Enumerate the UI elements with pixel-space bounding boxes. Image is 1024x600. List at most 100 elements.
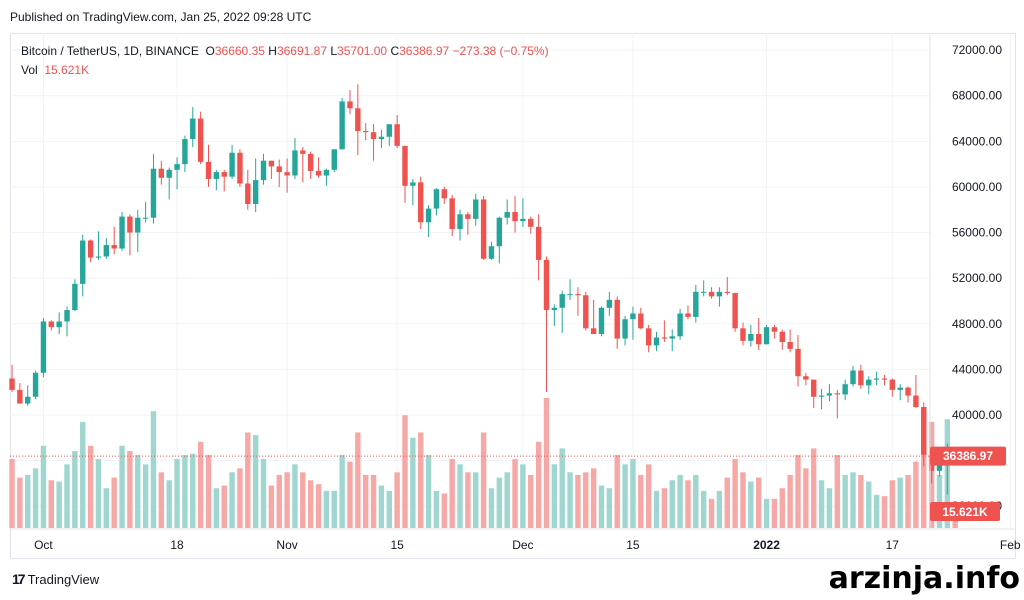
candle-body[interactable] (284, 172, 290, 176)
candle-body[interactable] (9, 378, 15, 390)
candle-body[interactable] (826, 393, 833, 396)
candle-body[interactable] (622, 319, 628, 339)
candle-body[interactable] (551, 307, 558, 311)
candle-body[interactable] (166, 169, 172, 178)
candle-body[interactable] (237, 152, 243, 184)
candle-body[interactable] (842, 384, 848, 395)
candle-body[interactable] (480, 199, 487, 259)
candle-body[interactable] (787, 342, 793, 349)
candle-body[interactable] (763, 327, 770, 345)
candle-body[interactable] (182, 139, 188, 165)
candle-body[interactable] (378, 136, 385, 140)
candle-body[interactable] (913, 395, 919, 407)
candle-body[interactable] (740, 328, 746, 341)
candle-body[interactable] (386, 124, 392, 137)
candle-body[interactable] (103, 245, 110, 257)
candle-body[interactable] (32, 372, 39, 397)
candle-body[interactable] (811, 379, 817, 397)
candle-body[interactable] (473, 199, 479, 219)
candle-body[interactable] (252, 180, 259, 205)
candle-body[interactable] (260, 160, 267, 181)
candle-body[interactable] (756, 334, 762, 345)
candle-body[interactable] (866, 379, 872, 386)
candle-body[interactable] (111, 245, 117, 249)
price-axis[interactable]: 32000.0036000.0040000.0044000.0048000.00… (952, 43, 1002, 513)
candle-body[interactable] (315, 170, 322, 176)
candle-body[interactable] (496, 217, 503, 247)
candle-body[interactable] (559, 294, 565, 308)
candle-body[interactable] (339, 101, 345, 150)
time-axis[interactable]: Oct 18 Nov 15 Dec 15 2022 17 Feb (34, 538, 1021, 552)
candle-body[interactable] (363, 131, 369, 133)
candle-body[interactable] (700, 291, 707, 293)
candle-body[interactable] (630, 313, 636, 320)
candle-body[interactable] (433, 189, 440, 209)
candle-body[interactable] (732, 292, 738, 329)
candle-body[interactable] (771, 327, 778, 332)
tradingview-logo[interactable]: 17 TradingView (12, 571, 99, 587)
candle-body[interactable] (457, 214, 463, 230)
candle-body[interactable] (190, 118, 196, 140)
candle-body[interactable] (653, 337, 660, 346)
candle-body[interactable] (779, 331, 785, 343)
candle-body[interactable] (897, 387, 903, 390)
candle-body[interactable] (347, 101, 353, 109)
candle-body[interactable] (268, 160, 275, 167)
candle-body[interactable] (370, 132, 377, 140)
candle-body[interactable] (40, 321, 47, 373)
candle-body[interactable] (921, 406, 927, 455)
candle-body[interactable] (905, 387, 911, 396)
candle-body[interactable] (669, 336, 675, 339)
candle-body[interactable] (661, 337, 668, 339)
candle-body[interactable] (331, 149, 337, 170)
candle-body[interactable] (119, 216, 125, 249)
candle-body[interactable] (307, 153, 314, 171)
candle-body[interactable] (638, 313, 644, 329)
candles[interactable] (9, 84, 958, 495)
candle-body[interactable] (197, 118, 204, 162)
candle-body[interactable] (213, 172, 220, 179)
candle-body[interactable] (95, 256, 102, 258)
candle-body[interactable] (590, 328, 597, 335)
candle-body[interactable] (135, 217, 141, 233)
candle-body[interactable] (881, 378, 888, 380)
candle-body[interactable] (528, 218, 534, 227)
candle-body[interactable] (873, 378, 880, 380)
candle-body[interactable] (276, 166, 282, 173)
candle-body[interactable] (174, 164, 180, 170)
candle-body[interactable] (583, 295, 589, 329)
candle-body[interactable] (142, 217, 149, 219)
candle-body[interactable] (677, 313, 683, 337)
candle-body[interactable] (708, 291, 715, 297)
candle-body[interactable] (418, 182, 424, 223)
candle-body[interactable] (803, 376, 809, 380)
candle-body[interactable] (858, 370, 864, 386)
candle-body[interactable] (245, 183, 251, 205)
candle-body[interactable] (300, 150, 306, 154)
candle-body[interactable] (795, 348, 801, 377)
candle-body[interactable] (441, 189, 447, 199)
candle-body[interactable] (543, 259, 550, 311)
candle-body[interactable] (221, 172, 227, 177)
candle-body[interactable] (394, 124, 400, 146)
candle-body[interactable] (850, 370, 856, 385)
candle-body[interactable] (598, 307, 605, 335)
candle-body[interactable] (158, 168, 165, 178)
candle-body[interactable] (535, 226, 542, 260)
candle-body[interactable] (834, 393, 840, 395)
candle-body[interactable] (402, 145, 408, 186)
candle-body[interactable] (748, 334, 754, 341)
candle-body[interactable] (72, 283, 78, 311)
candle-body[interactable] (64, 310, 70, 322)
candle-body[interactable] (693, 291, 699, 317)
candle-body[interactable] (614, 299, 620, 339)
symbol-label[interactable]: Bitcoin / TetherUS, 1D, BINANCE (21, 44, 199, 58)
candle-body[interactable] (410, 182, 416, 186)
candle-body[interactable] (425, 208, 432, 223)
candle-body[interactable] (567, 294, 573, 296)
candle-body[interactable] (80, 240, 86, 284)
candle-body[interactable] (323, 169, 330, 176)
candle-body[interactable] (150, 168, 157, 218)
candle-body[interactable] (465, 214, 471, 219)
